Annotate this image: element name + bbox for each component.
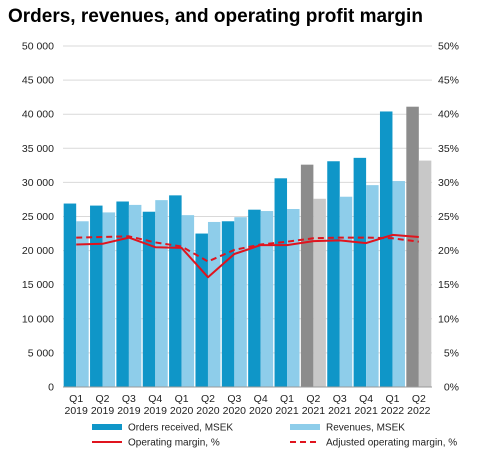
y-left-tick-label: 10 000	[22, 313, 54, 325]
y-left-tick-label: 35 000	[22, 143, 54, 155]
x-tick-label-quarter: Q3	[333, 393, 347, 405]
x-tick-label-year: 2019	[64, 405, 88, 417]
y-left-tick-label: 25 000	[22, 211, 54, 223]
x-tick-label-year: 2019	[117, 405, 141, 417]
x-tick-label-quarter: Q4	[359, 393, 373, 405]
x-tick-label-year: 2019	[144, 405, 168, 417]
bar-orders	[300, 164, 314, 387]
bar-orders	[90, 205, 103, 387]
x-tick-label-year: 2020	[196, 405, 220, 417]
y-left-tick-label: 0	[48, 382, 54, 394]
bar-orders	[274, 178, 288, 387]
y-left-tick-label: 40 000	[22, 109, 54, 121]
x-tick-label-year: 2022	[381, 405, 405, 417]
x-tick-label-quarter: Q4	[254, 393, 268, 405]
x-tick-label-quarter: Q4	[148, 393, 162, 405]
bar-orders	[169, 195, 182, 387]
legend: Orders received, MSEK Revenues, MSEK Opera…	[92, 423, 457, 449]
y-right-tick-label: 0%	[444, 382, 459, 394]
y-left-tick-label: 20 000	[22, 245, 54, 257]
y-right-tick-label: 15%	[438, 279, 459, 291]
chart-title: Orders, revenues, and operating profit m…	[8, 6, 423, 27]
x-tick-label-quarter: Q2	[96, 393, 110, 405]
bar-revenues	[207, 221, 221, 387]
legend-label: Orders received, MSEK	[128, 423, 233, 434]
x-tick-label-quarter: Q3	[122, 393, 136, 405]
x-tick-label-quarter: Q1	[175, 393, 189, 405]
legend-label: Adjusted operating margin, %	[326, 438, 457, 449]
bar-orders	[116, 201, 129, 387]
bar-orders	[406, 106, 419, 387]
bar-revenues	[181, 215, 195, 387]
y-right-tick-label: 50%	[438, 41, 459, 53]
legend-swatch	[92, 424, 122, 430]
bar-revenues	[102, 212, 116, 387]
y-right-tick-label: 35%	[438, 143, 459, 155]
x-tick-label-quarter: Q1	[69, 393, 83, 405]
y-right-tick-label: 30%	[438, 177, 459, 189]
x-tick-label-year: 2022	[407, 405, 431, 417]
x-tick-label-year: 2020	[170, 405, 194, 417]
bar-revenues	[313, 198, 326, 387]
operating-margin-line	[76, 233, 419, 279]
bar-orders	[248, 209, 261, 387]
bar-revenues	[260, 211, 274, 387]
bar-orders	[63, 203, 77, 387]
x-tick-label-quarter: Q2	[201, 393, 215, 405]
x-tick-label-year: 2019	[91, 405, 115, 417]
y-right-tick-label: 10%	[438, 313, 459, 325]
bar-revenues	[339, 196, 353, 387]
x-tick-label-year: 2020	[223, 405, 247, 417]
bar-orders	[379, 111, 393, 388]
bar-revenues	[128, 204, 142, 387]
legend-swatch	[290, 424, 320, 430]
bars	[63, 106, 432, 388]
y-left-tick-label: 5 000	[28, 347, 54, 359]
y-right-tick-label: 45%	[438, 75, 459, 87]
y-left-tick-label: 15 000	[22, 279, 54, 291]
bar-revenues	[76, 221, 89, 387]
x-tick-label-year: 2020	[249, 405, 273, 417]
y-right-tick-label: 40%	[438, 109, 459, 121]
x-tick-label-year: 2021	[302, 405, 326, 417]
bar-orders	[327, 161, 340, 387]
bar-orders	[195, 233, 208, 387]
bar-orders	[142, 211, 156, 387]
bar-revenues	[234, 217, 247, 387]
legend-label: Revenues, MSEK	[326, 423, 405, 434]
bar-revenues	[392, 181, 405, 387]
x-tick-label-quarter: Q3	[227, 393, 241, 405]
y-right-tick-label: 5%	[444, 347, 459, 359]
legend-label: Operating margin, %	[128, 438, 220, 449]
y-right-tick-label: 25%	[438, 211, 459, 223]
margin-lines	[76, 233, 419, 279]
bar-orders	[353, 157, 367, 387]
x-tick-label-year: 2021	[275, 405, 299, 417]
y-left-tick-label: 45 000	[22, 75, 54, 87]
x-tick-label-quarter: Q1	[280, 393, 294, 405]
y-left-tick-label: 50 000	[22, 41, 54, 53]
bar-revenues	[155, 200, 168, 387]
adjusted-operating-margin-line	[76, 235, 419, 263]
bar-revenues	[418, 160, 432, 387]
x-tick-label-year: 2021	[354, 405, 378, 417]
bar-orders	[221, 221, 235, 387]
x-tick-label-quarter: Q1	[385, 393, 399, 405]
x-tick-label-quarter: Q2	[412, 393, 426, 405]
y-left-tick-label: 30 000	[22, 177, 54, 189]
bar-revenues	[366, 185, 379, 387]
x-tick-label-quarter: Q2	[306, 393, 320, 405]
x-tick-label-year: 2021	[328, 405, 352, 417]
axes: 0 5 000 10 000 15 000 20 000 25 000 30 000 35 0…	[22, 41, 459, 418]
y-right-tick-label: 20%	[438, 245, 459, 257]
bar-revenues	[287, 208, 300, 387]
